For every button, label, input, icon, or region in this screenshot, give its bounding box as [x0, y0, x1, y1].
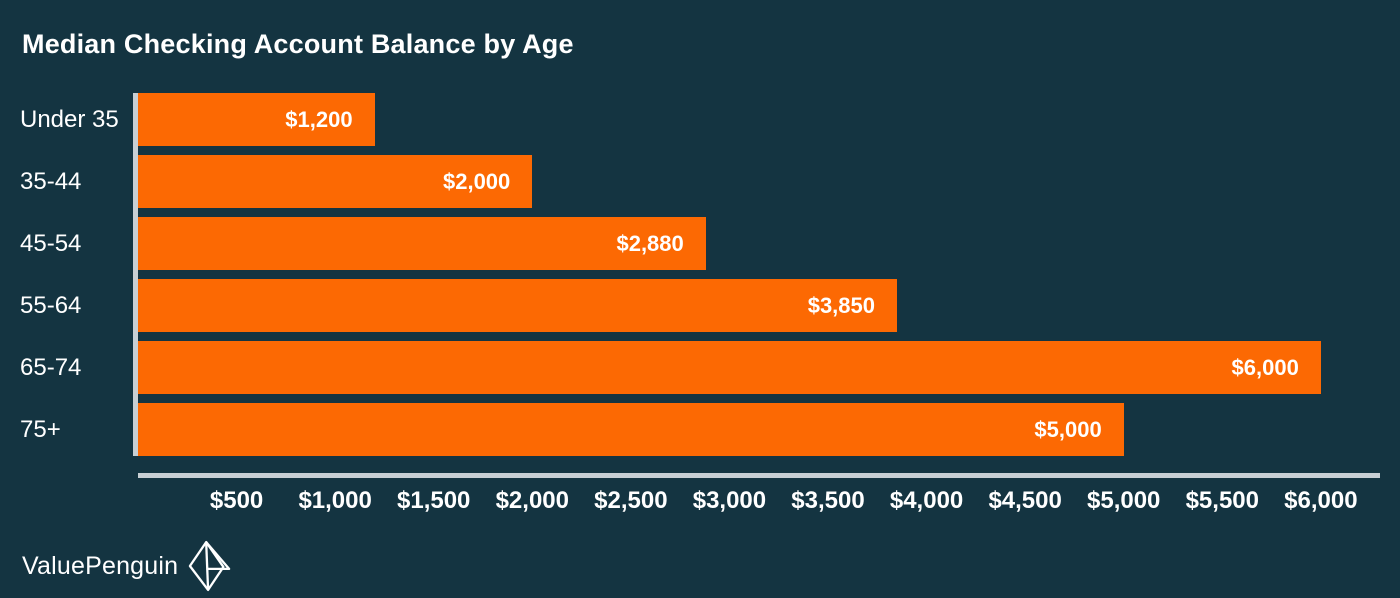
bar-row: Under 35 $1,200	[20, 93, 1380, 146]
brand-name: ValuePenguin	[22, 551, 179, 580]
bar: $6,000	[138, 341, 1321, 394]
origami-penguin-icon	[188, 538, 232, 594]
category-label: 55-64	[20, 292, 82, 319]
category-label: 75+	[20, 416, 61, 443]
x-tick-label: $1,500	[397, 487, 471, 514]
bar: $2,880	[138, 217, 706, 270]
category-label: 45-54	[20, 230, 82, 257]
bar-row: 45-54 $2,880	[20, 217, 1380, 270]
bar-row: 35-44 $2,000	[20, 155, 1380, 208]
bar: $3,850	[138, 279, 897, 332]
bar-row: 65-74 $6,000	[20, 341, 1380, 394]
bar-value-label: $3,850	[807, 292, 875, 318]
x-axis-ticks: $500 $1,000 $1,500 $2,000 $2,500 $3,000 …	[138, 487, 1380, 517]
y-axis-baseline	[133, 93, 138, 456]
bar: $2,000	[138, 155, 533, 208]
x-tick-label: $2,500	[594, 487, 668, 514]
x-tick-label: $5,000	[1087, 487, 1161, 514]
x-axis-line	[138, 473, 1380, 478]
category-label: 65-74	[20, 354, 82, 381]
x-tick-label: $2,000	[495, 487, 569, 514]
bar-value-label: $2,000	[442, 168, 511, 194]
bar-value-label: $6,000	[1231, 354, 1299, 380]
bar-row: 75+ $5,000	[20, 403, 1380, 456]
x-tick-label: $3,000	[692, 487, 767, 514]
bar-value-label: $2,880	[616, 230, 684, 256]
x-tick-label: $6,000	[1284, 487, 1358, 514]
bar-row: 55-64 $3,850	[20, 279, 1380, 332]
x-tick-label: $3,500	[791, 487, 865, 514]
x-tick-label: $1,000	[298, 487, 372, 514]
category-label: Under 35	[20, 106, 119, 133]
chart-title: Median Checking Account Balance by Age	[22, 29, 574, 59]
x-tick-label: $5,500	[1185, 487, 1259, 514]
x-tick-label: $4,500	[988, 487, 1062, 514]
brand-logo: ValuePenguin	[22, 538, 232, 594]
category-label: 35-44	[20, 168, 82, 195]
bar-value-label: $1,200	[285, 106, 353, 132]
bar-value-label: $5,000	[1034, 416, 1102, 442]
bar-rows: Under 35 $1,200 35-44 $2,000 45-54 $2,88…	[20, 93, 1380, 456]
x-tick-label: $4,000	[889, 487, 964, 514]
x-tick-label: $500	[209, 487, 264, 514]
bar: $1,200	[138, 93, 375, 146]
bar: $5,000	[138, 403, 1124, 456]
